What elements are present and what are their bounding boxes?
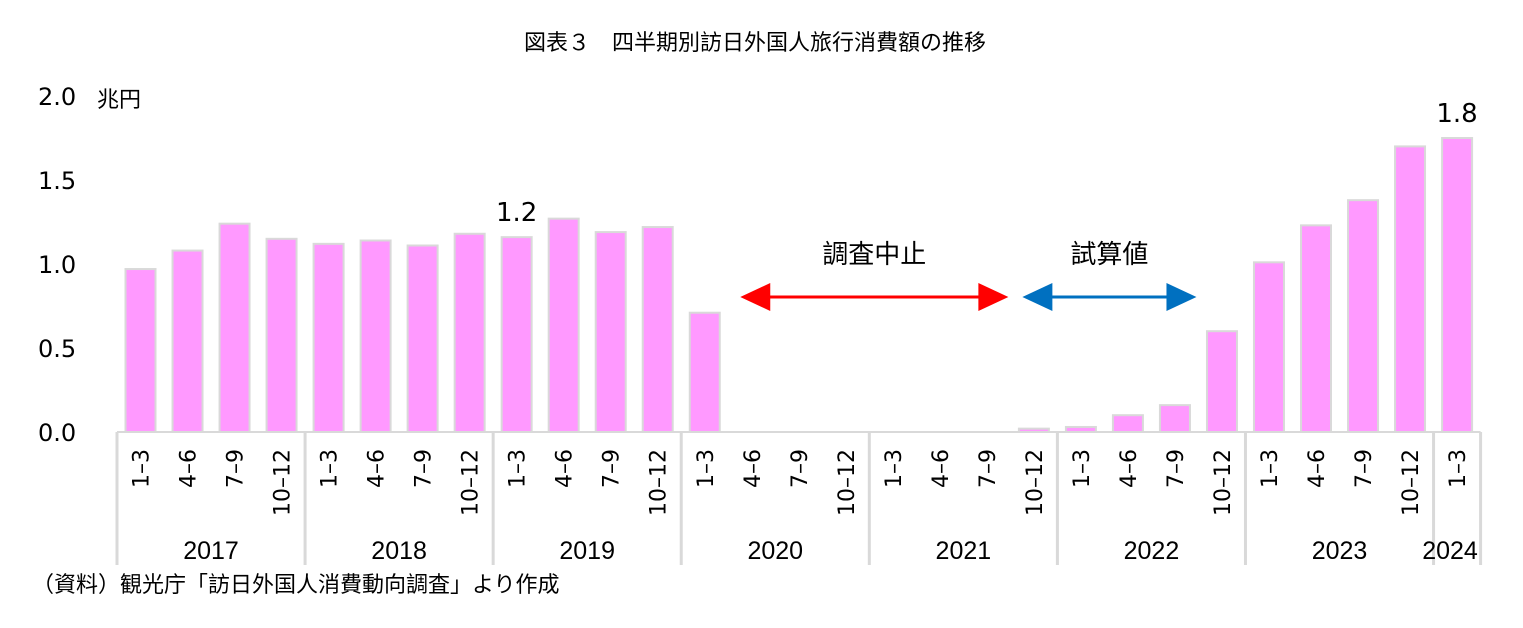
data-label: 1.8 bbox=[1436, 99, 1477, 129]
quarter-label: 4–6 bbox=[929, 449, 954, 488]
quarter-label: 7–9 bbox=[224, 449, 249, 488]
quarter-label: 10–12 bbox=[459, 449, 484, 516]
quarter-label: 1–3 bbox=[1070, 449, 1095, 488]
bar bbox=[594, 231, 627, 433]
quarter-label: 1–3 bbox=[506, 449, 531, 488]
arrow-head-left bbox=[1022, 283, 1053, 311]
bar bbox=[171, 249, 204, 433]
bar bbox=[312, 242, 345, 433]
year-label: 2021 bbox=[936, 537, 992, 565]
bar bbox=[406, 244, 439, 433]
data-labels: 1.2 1.8 bbox=[496, 99, 1478, 228]
source-note: （資料）観光庁「訪日外国人消費動向調査」より作成 bbox=[32, 573, 560, 598]
chart-title: 図表３ 四半期別訪日外国人旅行消費額の推移 bbox=[524, 31, 986, 56]
bar bbox=[1300, 224, 1333, 433]
quarter-label: 4–6 bbox=[365, 449, 390, 488]
bar bbox=[124, 268, 157, 434]
quarter-label: 7–9 bbox=[600, 449, 625, 488]
y-tick-label: 0.5 bbox=[38, 335, 76, 363]
quarter-label: 1–3 bbox=[1446, 449, 1471, 488]
bars bbox=[124, 137, 1474, 434]
bar bbox=[218, 222, 251, 433]
quarter-label: 1–3 bbox=[318, 449, 343, 488]
quarter-label: 4–6 bbox=[553, 449, 578, 488]
year-label: 2020 bbox=[747, 537, 803, 565]
year-label: 2018 bbox=[371, 537, 427, 565]
year-label: 2019 bbox=[559, 537, 615, 565]
quarter-label: 10–12 bbox=[1211, 449, 1236, 516]
annotation-label: 試算値 bbox=[1070, 240, 1148, 270]
quarter-label: 7–9 bbox=[788, 449, 813, 488]
data-label: 1.2 bbox=[496, 198, 537, 228]
year-label: 2017 bbox=[183, 537, 239, 565]
quarter-label: 10–12 bbox=[271, 449, 296, 516]
bar bbox=[1252, 261, 1285, 433]
y-axis-ticks: 0.0 0.5 1.0 1.5 2.0 bbox=[38, 83, 76, 447]
quarter-label: 4–6 bbox=[741, 449, 766, 488]
quarter-label: 4–6 bbox=[1117, 449, 1142, 488]
bar bbox=[1158, 404, 1191, 433]
quarter-label: 7–9 bbox=[412, 449, 437, 488]
annotation-arrow: 調査中止 bbox=[740, 240, 1009, 311]
quarter-label: 4–6 bbox=[177, 449, 202, 488]
year-label: 2024 bbox=[1422, 537, 1478, 565]
bar bbox=[1441, 137, 1474, 433]
annotations: 調査中止 試算値 bbox=[740, 240, 1197, 311]
quarter-label: 10–12 bbox=[1023, 449, 1048, 516]
y-tick-label: 1.5 bbox=[38, 167, 76, 195]
quarter-label: 7–9 bbox=[1352, 449, 1377, 488]
quarter-label: 1–3 bbox=[130, 449, 155, 488]
bar bbox=[641, 226, 674, 433]
y-axis-unit: 兆円 bbox=[97, 88, 141, 113]
quarter-label: 1–3 bbox=[882, 449, 907, 488]
bar bbox=[1111, 414, 1144, 434]
arrow-head-left bbox=[740, 283, 771, 311]
year-label: 2022 bbox=[1124, 537, 1180, 565]
bar bbox=[1347, 199, 1380, 433]
quarter-label: 10–12 bbox=[835, 449, 860, 516]
annotation-arrow: 試算値 bbox=[1022, 240, 1197, 311]
y-tick-label: 2.0 bbox=[38, 83, 76, 111]
quarter-label: 10–12 bbox=[647, 449, 672, 516]
arrow-head-right bbox=[1166, 283, 1197, 311]
bar bbox=[547, 217, 580, 433]
bar bbox=[500, 236, 533, 433]
y-tick-label: 0.0 bbox=[38, 419, 76, 447]
bar bbox=[359, 239, 392, 433]
quarter-label: 4–6 bbox=[1305, 449, 1330, 488]
year-label: 2023 bbox=[1312, 537, 1368, 565]
bar bbox=[453, 232, 486, 433]
quarter-label: 7–9 bbox=[976, 449, 1001, 488]
annotation-label: 調査中止 bbox=[822, 240, 926, 270]
quarter-label: 1–3 bbox=[694, 449, 719, 488]
y-tick-label: 1.0 bbox=[38, 251, 76, 279]
arrow-head-right bbox=[978, 283, 1009, 311]
bar bbox=[688, 311, 721, 433]
x-axis: 2017 2018 2019 2020 2021 2022 2023 2024 1–3 4–6 7–… bbox=[115, 431, 1483, 565]
quarter-label: 10–12 bbox=[1399, 449, 1424, 516]
bar bbox=[1394, 145, 1427, 433]
quarter-label: 1–3 bbox=[1258, 449, 1283, 488]
bar bbox=[265, 237, 298, 433]
bar bbox=[1205, 330, 1238, 434]
quarter-label: 7–9 bbox=[1164, 449, 1189, 488]
